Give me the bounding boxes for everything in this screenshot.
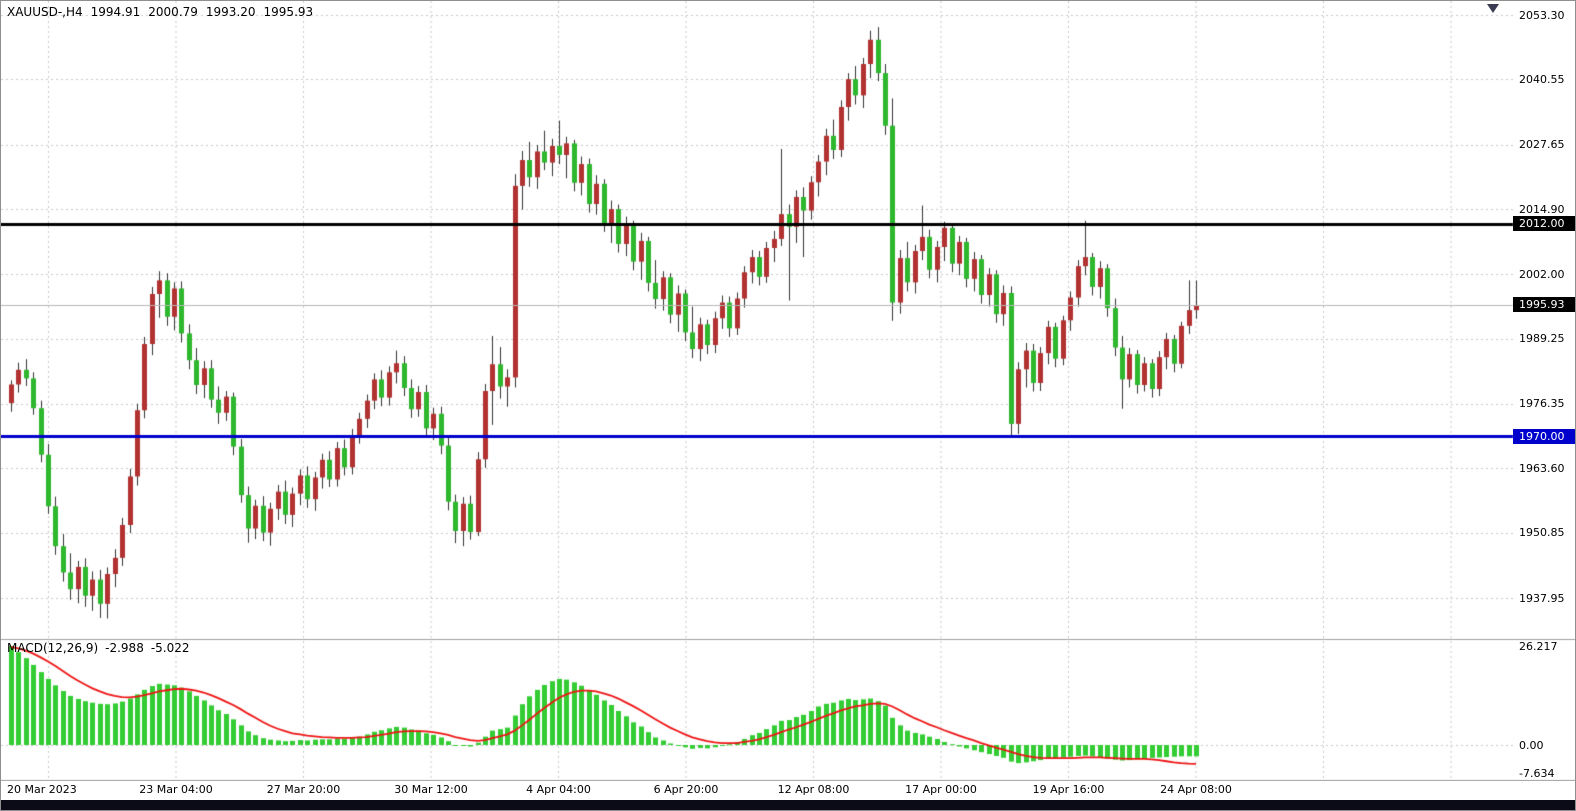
- price-tick-label: 2027.65: [1519, 138, 1565, 152]
- price-tick-label: 2040.55: [1519, 72, 1565, 86]
- price-line-tag[interactable]: 1970.00: [1513, 428, 1575, 444]
- symbol-period-label: XAUUSD-,H4: [7, 5, 83, 19]
- time-axis-label: 6 Apr 20:00: [653, 783, 719, 796]
- price-tick-label: 2014.90: [1519, 202, 1565, 216]
- chart-shift-marker-icon[interactable]: [1487, 4, 1499, 13]
- close-value: 1995.93: [263, 5, 314, 19]
- high-value: 2000.79: [148, 5, 198, 19]
- price-tick-label: 1950.85: [1519, 526, 1565, 540]
- indicator-signal-value: -5.022: [150, 641, 190, 655]
- time-axis-label: 17 Apr 00:00: [905, 783, 977, 796]
- low-value: 1993.20: [205, 5, 256, 19]
- macd-tick-label: 0.00: [1519, 738, 1544, 752]
- price-scale[interactable]: 2053.30 2040.55 2027.65 2014.90 2002.00 1989.…: [1513, 1, 1575, 800]
- price-tick-label: 1976.35: [1519, 397, 1565, 411]
- time-axis-label: 4 Apr 04:00: [526, 783, 591, 796]
- time-axis-label: 23 Mar 04:00: [139, 783, 213, 796]
- open-value: 1994.91: [90, 5, 141, 19]
- price-tick-label: 1989.25: [1519, 332, 1565, 346]
- indicator-name: MACD(12,26,9): [7, 641, 99, 655]
- price-tick-label: 2053.30: [1519, 8, 1565, 22]
- time-axis-label: 30 Mar 12:00: [394, 783, 468, 796]
- time-axis-label: 12 Apr 08:00: [777, 783, 850, 796]
- indicator-label: MACD(12,26,9) -2.988 -5.022: [7, 641, 190, 655]
- price-line-tag[interactable]: 2012.00: [1513, 216, 1575, 232]
- ohlc-header: XAUUSD-,H4 1994.91 2000.79 1993.20 1995.…: [7, 5, 313, 19]
- horizontal-scrollbar[interactable]: [1, 800, 1575, 810]
- macd-tick-label: 26.217: [1519, 639, 1558, 653]
- time-axis-label: 20 Mar 2023: [7, 783, 77, 796]
- price-tick-label: 1937.95: [1519, 591, 1565, 605]
- price-tick-label: 1963.60: [1519, 461, 1565, 475]
- time-axis-label: 19 Apr 16:00: [1032, 783, 1105, 796]
- time-axis-label: 24 Apr 08:00: [1160, 783, 1232, 796]
- price-line-tag[interactable]: 1995.93: [1513, 297, 1575, 313]
- time-scale[interactable]: 20 Mar 2023 23 Mar 04:00 27 Mar 20:00 30 Ma…: [1, 781, 1575, 800]
- time-axis-label: 27 Mar 20:00: [266, 783, 341, 796]
- price-tick-label: 2002.00: [1519, 267, 1565, 281]
- macd-tick-label: -7.634: [1519, 767, 1555, 781]
- indicator-main-value: -2.988: [105, 641, 144, 655]
